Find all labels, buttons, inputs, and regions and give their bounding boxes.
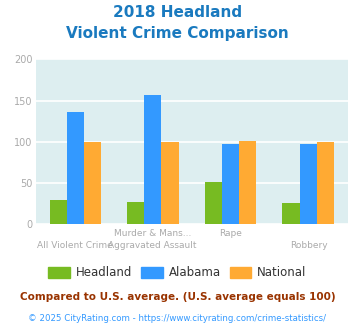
Bar <box>300 144 317 224</box>
Bar <box>317 142 334 224</box>
Text: 2018 Headland: 2018 Headland <box>113 5 242 20</box>
Text: Robbery: Robbery <box>290 241 328 250</box>
Text: Compared to U.S. average. (U.S. average equals 100): Compared to U.S. average. (U.S. average … <box>20 292 335 302</box>
Bar <box>144 95 162 224</box>
Text: Rape: Rape <box>219 229 242 238</box>
Text: Murder & Mans...: Murder & Mans... <box>114 229 191 238</box>
Bar <box>205 182 222 224</box>
Text: Violent Crime Comparison: Violent Crime Comparison <box>66 26 289 41</box>
Text: Aggravated Assault: Aggravated Assault <box>108 241 197 250</box>
Text: All Violent Crime: All Violent Crime <box>37 241 113 250</box>
Bar <box>67 112 84 224</box>
Bar <box>84 142 101 224</box>
Bar <box>283 203 300 224</box>
Legend: Headland, Alabama, National: Headland, Alabama, National <box>44 262 311 284</box>
Bar <box>127 202 144 224</box>
Bar <box>222 145 239 224</box>
Bar <box>239 141 256 224</box>
Text: © 2025 CityRating.com - https://www.cityrating.com/crime-statistics/: © 2025 CityRating.com - https://www.city… <box>28 314 327 323</box>
Bar <box>162 142 179 224</box>
Bar <box>50 200 67 224</box>
